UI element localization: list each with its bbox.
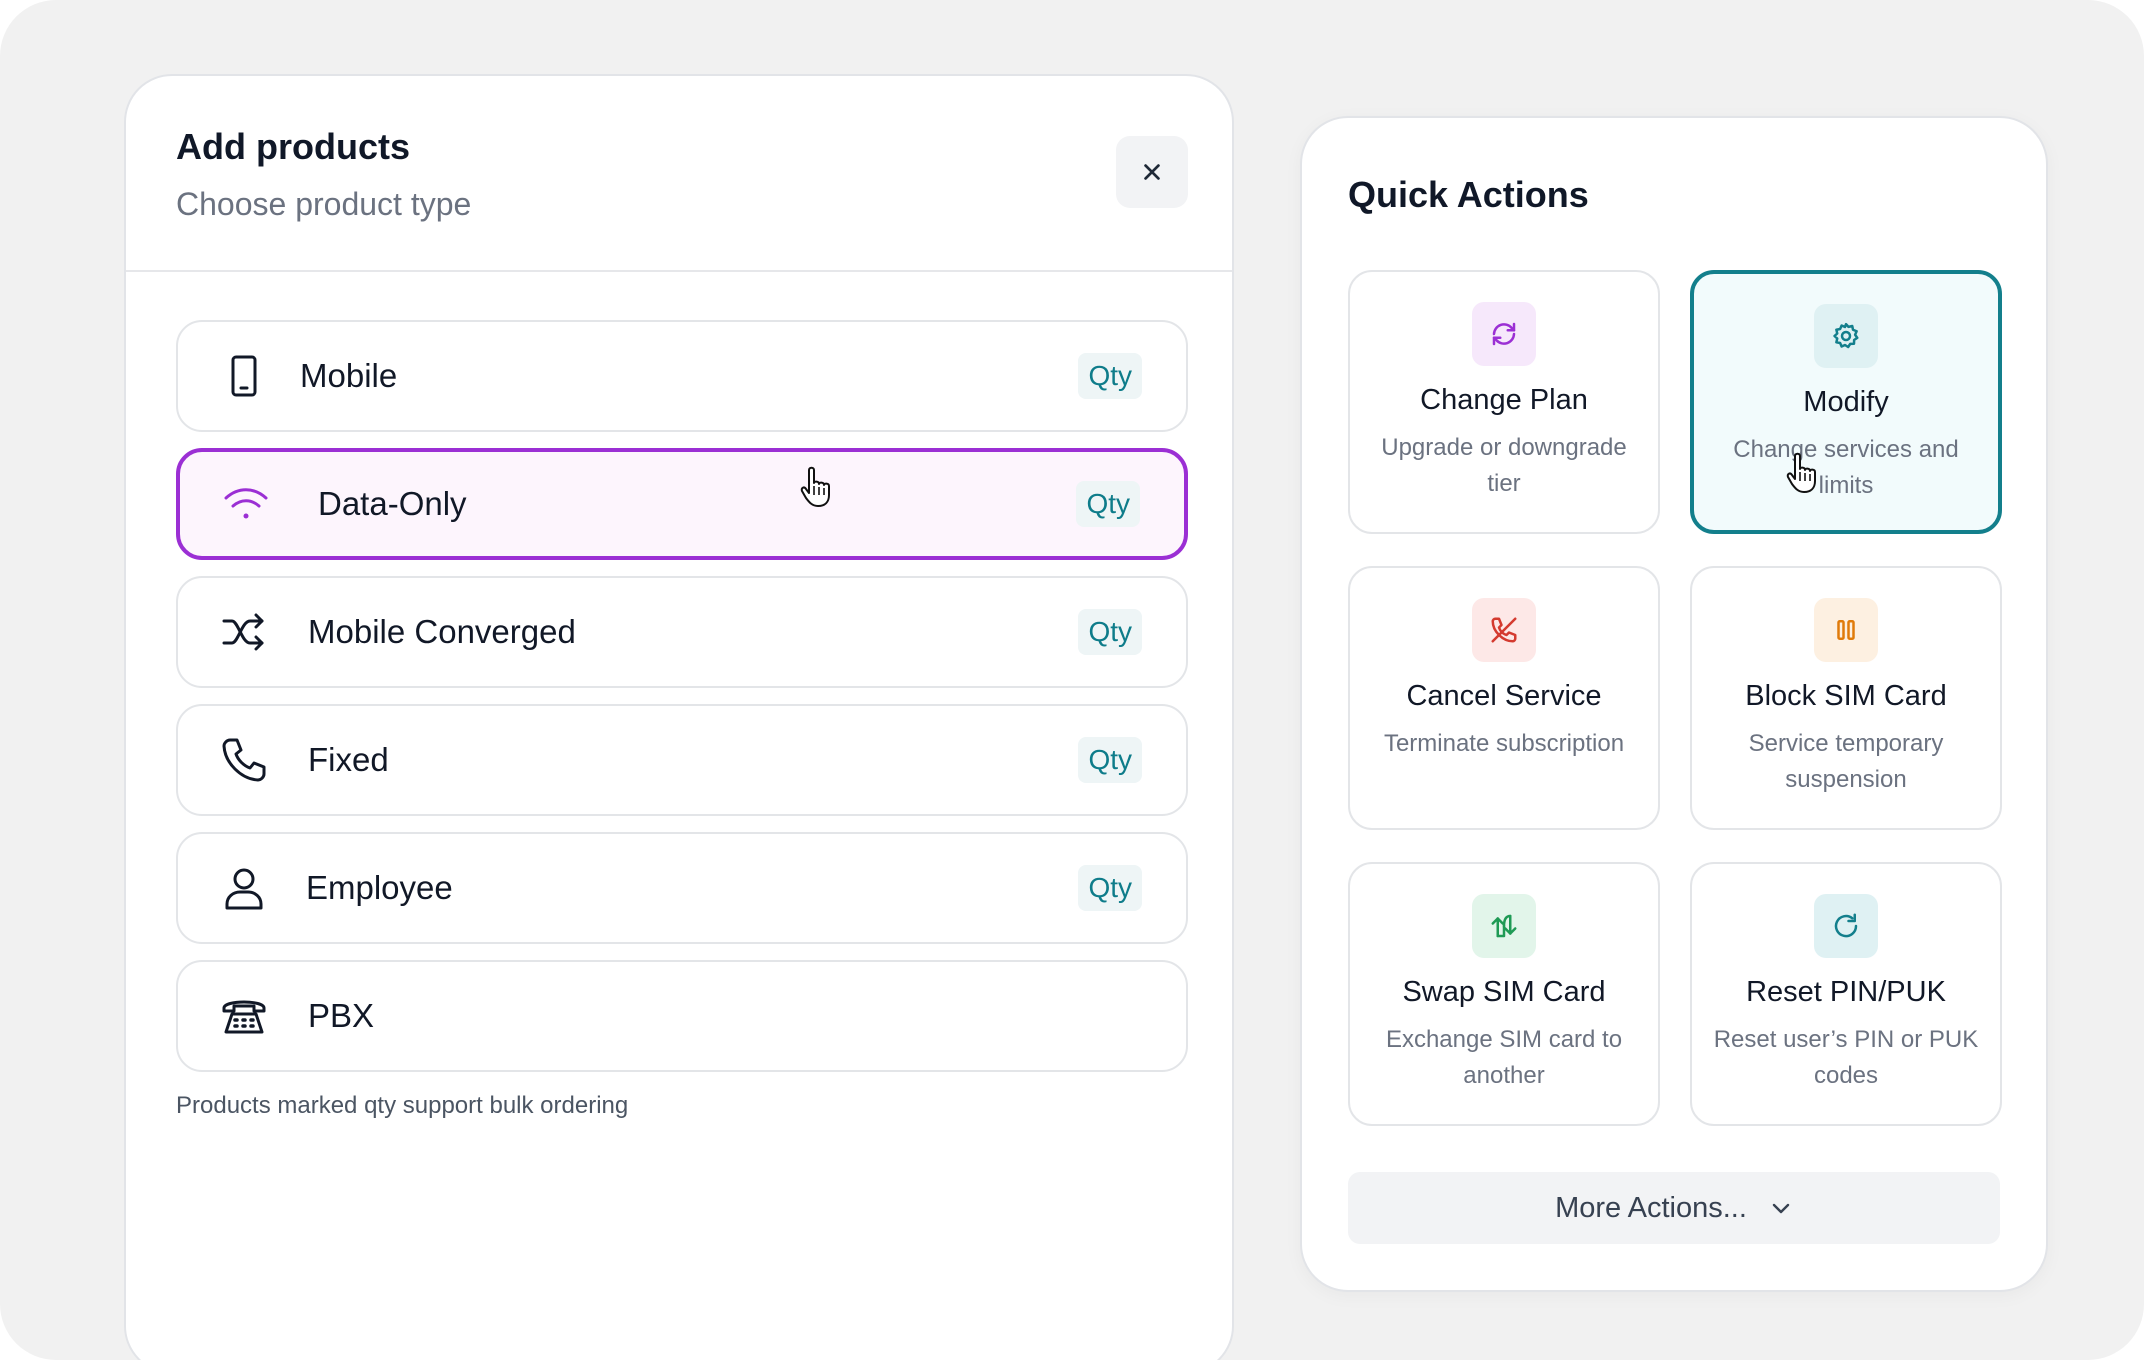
qty-badge: Qty	[1078, 737, 1142, 783]
card-title: Modify	[1803, 386, 1889, 418]
product-label: Fixed	[308, 741, 389, 778]
card-title: Block SIM Card	[1745, 680, 1947, 712]
panel-title: Quick Actions	[1348, 174, 1589, 215]
card-title: Cancel Service	[1406, 680, 1602, 712]
product-label: Data-Only	[318, 485, 467, 522]
product-fixed[interactable]: Fixed Qty	[176, 704, 1188, 816]
product-label: Mobile	[300, 357, 398, 394]
close-icon	[1144, 164, 1160, 180]
qty-badge: Qty	[1078, 353, 1142, 399]
gear-icon	[1814, 304, 1878, 368]
more-actions-label: More Actions...	[1555, 1191, 1747, 1224]
hand-cursor-icon	[800, 466, 830, 507]
block-sim-card[interactable]: Block SIM Card Service temporary suspens…	[1690, 566, 2002, 830]
product-mobile[interactable]: Mobile Qty	[176, 320, 1188, 432]
user-icon	[220, 864, 268, 912]
panel-subtitle: Choose product type	[176, 186, 472, 222]
product-label: Employee	[306, 869, 453, 906]
refresh-icon	[1472, 302, 1536, 366]
card-title: Reset PIN/PUK	[1746, 976, 1946, 1008]
product-label: PBX	[308, 997, 375, 1034]
swap-sim-card[interactable]: Swap SIM Card Exchange SIM card to anoth…	[1348, 862, 1660, 1126]
product-data-only[interactable]: Data-Only Qty	[176, 448, 1188, 560]
card-description: Reset user’s PIN or PUK codes	[1713, 1026, 1979, 1089]
smartphone-icon	[220, 352, 268, 400]
card-title: Change Plan	[1420, 384, 1588, 416]
shuffle-icon	[220, 608, 268, 656]
qty-badge: Qty	[1076, 481, 1140, 527]
header-divider	[126, 270, 1232, 272]
product-pbx[interactable]: PBX	[176, 960, 1188, 1072]
wifi-icon	[222, 480, 270, 528]
add-products-panel: Add products Choose product type Mobile …	[124, 74, 1234, 1360]
cancel-service-card[interactable]: Cancel Service Terminate subscription	[1348, 566, 1660, 830]
quick-actions-panel: Quick Actions Change Plan Upgrade or dow…	[1300, 116, 2048, 1292]
product-employee[interactable]: Employee Qty	[176, 832, 1188, 944]
hand-cursor-icon	[1786, 452, 1816, 493]
product-label: Mobile Converged	[308, 613, 576, 650]
reset-icon	[1814, 894, 1878, 958]
card-description: Service temporary suspension	[1748, 730, 1944, 793]
swap-icon	[1472, 894, 1536, 958]
pause-icon	[1814, 598, 1878, 662]
phone-icon	[220, 736, 268, 784]
desk-phone-icon	[220, 992, 268, 1040]
close-button[interactable]	[1116, 136, 1188, 208]
card-description: Terminate subscription	[1383, 730, 1625, 757]
card-description: Upgrade or downgrade tier	[1381, 434, 1627, 497]
product-mobile-converged[interactable]: Mobile Converged Qty	[176, 576, 1188, 688]
card-description: Exchange SIM card to another	[1385, 1026, 1623, 1089]
card-description: Change services and limits	[1733, 436, 1959, 499]
qty-badge: Qty	[1078, 865, 1142, 911]
chevron-down-icon	[1772, 1203, 1790, 1214]
more-actions-button[interactable]: More Actions...	[1348, 1172, 2000, 1244]
qty-badge: Qty	[1078, 609, 1142, 655]
modify-card[interactable]: Modify Change services and limits	[1690, 270, 2002, 534]
change-plan-card[interactable]: Change Plan Upgrade or downgrade tier	[1348, 270, 1660, 534]
reset-pin-card[interactable]: Reset PIN/PUK Reset user’s PIN or PUK co…	[1690, 862, 2002, 1126]
card-title: Swap SIM Card	[1402, 976, 1606, 1008]
phone-off-icon	[1472, 598, 1536, 662]
footnote: Products marked qty support bulk orderin…	[176, 1092, 629, 1119]
panel-title: Add products	[176, 126, 410, 167]
